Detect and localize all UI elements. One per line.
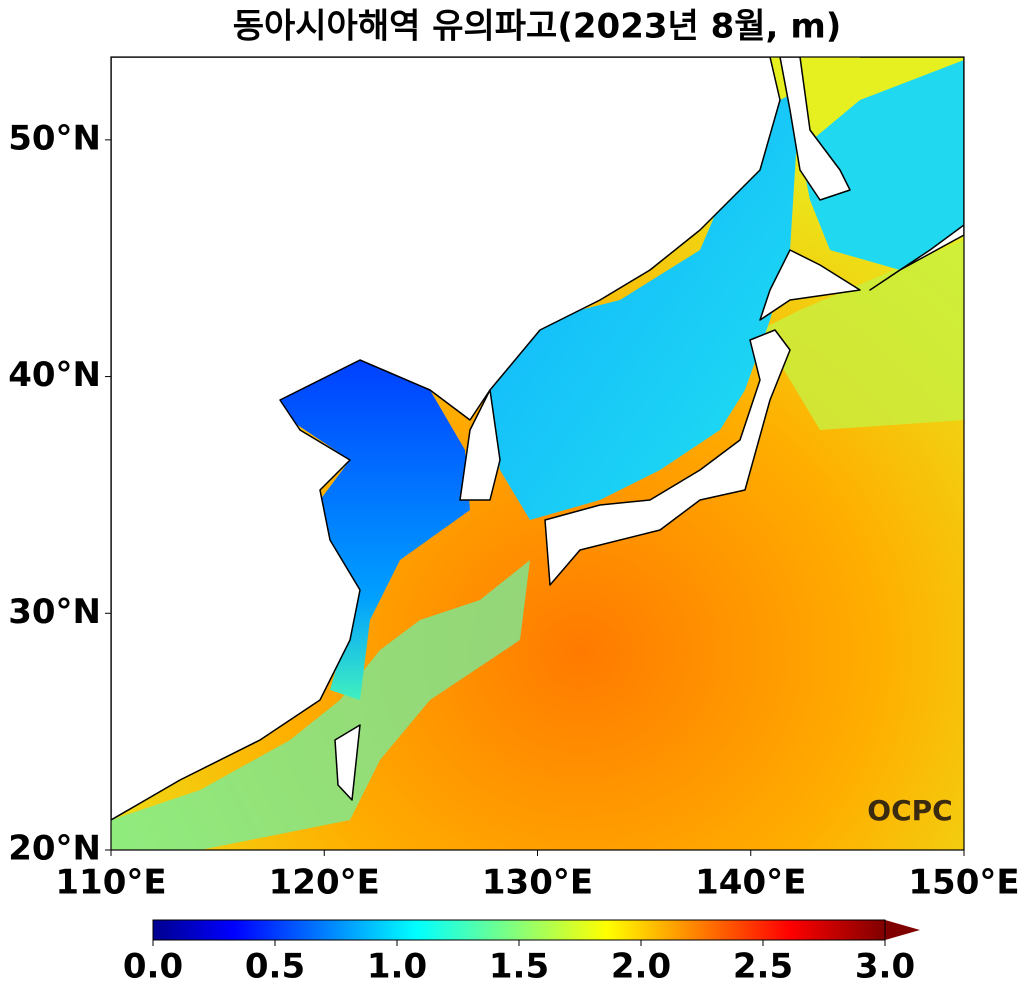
map-title: 동아시아해역 유의파고(2023년 8월, m) <box>233 7 842 47</box>
colorbar-tick-label: 1.5 <box>489 947 549 987</box>
y-tick-label: 40°N <box>8 355 101 395</box>
x-tick-label: 130°E <box>482 863 593 903</box>
colorbar <box>153 920 885 940</box>
colorbar-tick-label: 3.0 <box>855 947 915 987</box>
y-tick-label: 30°N <box>8 592 101 632</box>
logo: OCPC <box>867 794 952 827</box>
colorbar-tick-label: 0.0 <box>123 947 183 987</box>
colorbar-tick-label: 2.0 <box>611 947 671 987</box>
colorbar-tick-label: 0.5 <box>245 947 305 987</box>
x-tick-label: 140°E <box>695 863 806 903</box>
y-tick-label: 20°N <box>8 829 101 869</box>
y-tick-label: 50°N <box>8 118 101 158</box>
x-tick-label: 110°E <box>55 863 166 903</box>
colorbar-tick-label: 2.5 <box>733 947 793 987</box>
colorbar-extend <box>885 920 920 940</box>
wave-field <box>111 57 964 850</box>
colorbar-tick-label: 1.0 <box>367 947 427 987</box>
x-tick-label: 150°E <box>908 863 1019 903</box>
x-tick-label: 120°E <box>269 863 380 903</box>
